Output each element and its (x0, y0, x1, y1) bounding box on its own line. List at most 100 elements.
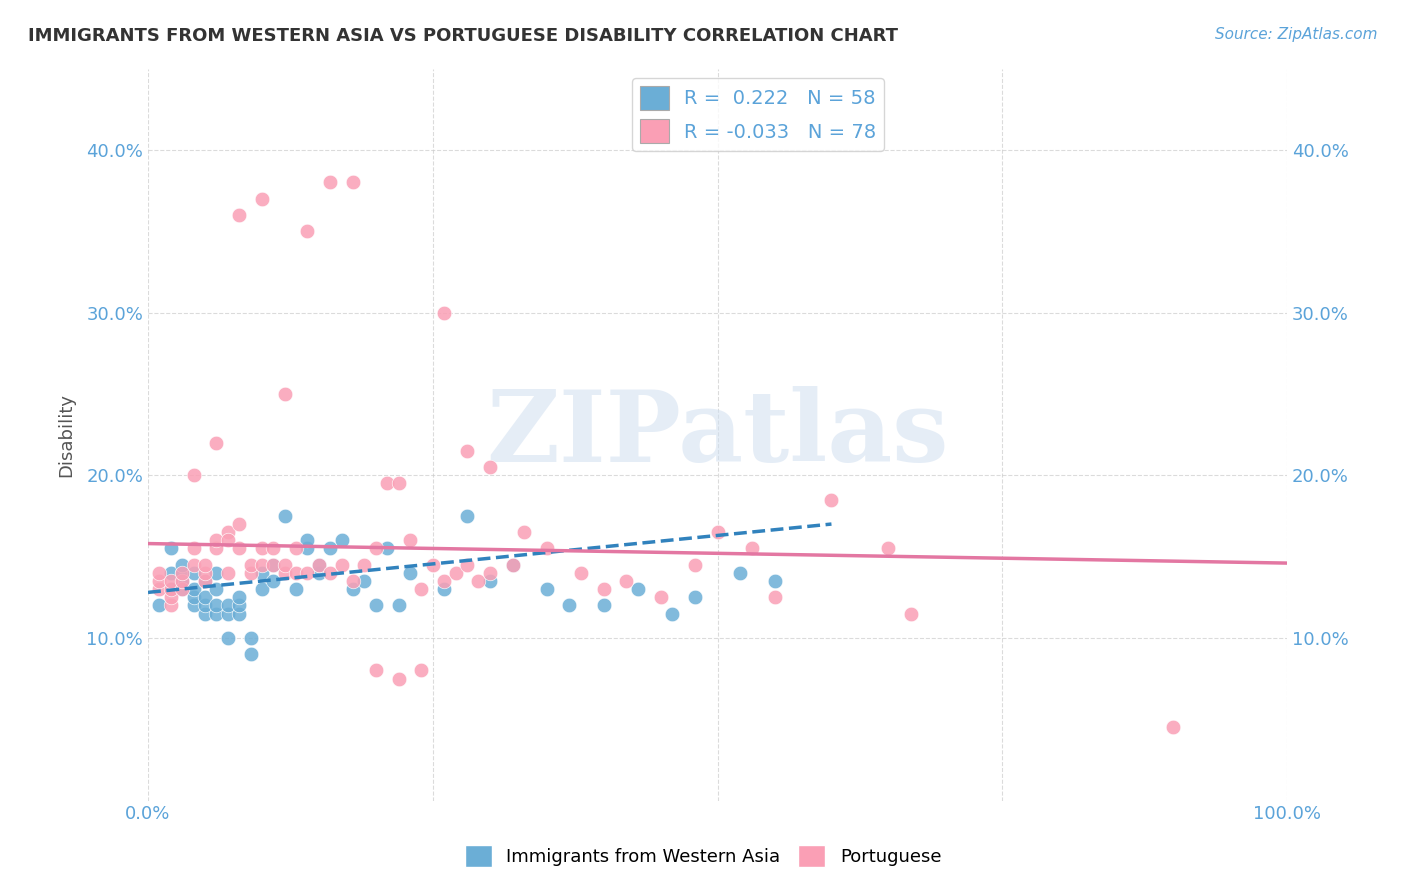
Point (159, 582, 181, 596)
Point (205, 541, 228, 556)
Point (877, 541, 900, 556)
Point (536, 582, 558, 596)
Point (342, 574, 364, 588)
Point (364, 541, 387, 556)
Point (353, 558, 375, 572)
Point (148, 582, 170, 596)
Point (569, 566, 592, 580)
Point (502, 558, 524, 572)
Point (1161, 720, 1184, 734)
Point (172, 566, 194, 580)
Point (297, 533, 319, 548)
Point (388, 599, 411, 613)
Point (217, 566, 239, 580)
Point (183, 558, 205, 572)
Point (217, 533, 239, 548)
Point (285, 582, 308, 596)
Point (239, 647, 262, 661)
Point (650, 591, 672, 605)
Point (228, 516, 250, 531)
Point (172, 574, 194, 588)
Point (239, 566, 262, 580)
Point (308, 558, 330, 572)
Point (172, 558, 194, 572)
Point (194, 607, 217, 621)
Point (297, 566, 319, 580)
Point (172, 582, 194, 596)
Point (330, 533, 353, 548)
Point (239, 558, 262, 572)
Point (536, 541, 558, 556)
Text: ZIPatlas: ZIPatlas (486, 386, 949, 483)
Point (205, 599, 228, 613)
Point (159, 541, 181, 556)
Point (273, 566, 295, 580)
Point (273, 558, 295, 572)
Point (159, 599, 181, 613)
Point (228, 607, 250, 621)
Point (411, 664, 433, 678)
Point (433, 305, 456, 319)
Point (741, 541, 763, 556)
Y-axis label: Disability: Disability (58, 392, 75, 476)
Point (250, 582, 273, 596)
Point (308, 566, 330, 580)
Point (205, 582, 228, 596)
Point (422, 558, 444, 572)
Point (183, 582, 205, 596)
Point (616, 574, 638, 588)
Point (183, 468, 205, 483)
Point (194, 558, 217, 572)
Point (183, 566, 205, 580)
Point (194, 574, 217, 588)
Point (364, 599, 387, 613)
Point (159, 582, 181, 596)
Point (228, 591, 250, 605)
Point (183, 591, 205, 605)
Point (205, 533, 228, 548)
Point (285, 541, 308, 556)
Point (194, 591, 217, 605)
Point (297, 224, 319, 238)
Point (558, 599, 581, 613)
Point (228, 541, 250, 556)
Point (342, 582, 364, 596)
Point (148, 574, 170, 588)
Point (285, 566, 308, 580)
Point (159, 591, 181, 605)
Point (273, 508, 295, 523)
Point (217, 525, 239, 540)
Point (456, 558, 478, 572)
Point (262, 541, 284, 556)
Point (388, 476, 411, 491)
Point (478, 574, 501, 588)
Point (375, 476, 398, 491)
Point (319, 541, 342, 556)
Point (467, 574, 489, 588)
Point (228, 599, 250, 613)
Point (330, 558, 353, 572)
Point (205, 566, 228, 580)
Point (513, 525, 536, 540)
Point (353, 574, 375, 588)
Point (148, 566, 170, 580)
Point (502, 558, 524, 572)
Point (172, 566, 194, 580)
Point (183, 541, 205, 556)
Point (319, 175, 342, 189)
Point (217, 599, 239, 613)
Point (433, 582, 456, 596)
Point (706, 525, 728, 540)
Point (627, 582, 650, 596)
Point (228, 208, 250, 222)
Point (730, 566, 752, 580)
Point (763, 574, 786, 588)
Point (239, 631, 262, 645)
Point (763, 591, 786, 605)
Point (183, 599, 205, 613)
Point (900, 607, 922, 621)
Legend: R =  0.222   N = 58, R = -0.033   N = 78: R = 0.222 N = 58, R = -0.033 N = 78 (631, 78, 884, 151)
Point (194, 566, 217, 580)
Point (456, 508, 478, 523)
Point (194, 574, 217, 588)
